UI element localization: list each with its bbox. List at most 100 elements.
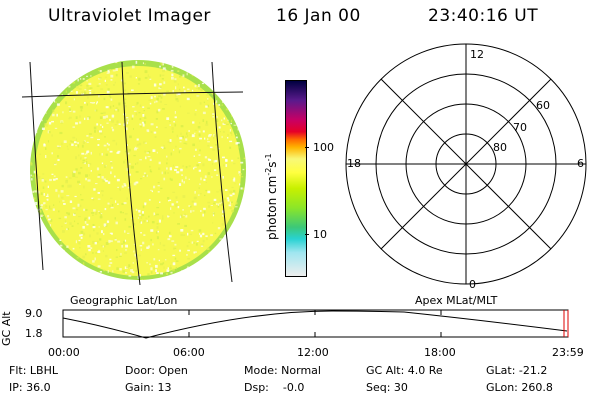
speckle-dot [207, 138, 209, 141]
speckle-dot [112, 105, 115, 107]
speckle-dot [72, 207, 76, 210]
speckle-dot [212, 116, 214, 118]
speckle-dot [84, 153, 86, 155]
speckle-dot [124, 98, 127, 100]
speckle-dot [154, 101, 156, 104]
speckle-dot [40, 119, 43, 122]
speckle-dot [177, 223, 180, 225]
speckle-dot [86, 80, 88, 82]
speckle-dot [218, 104, 221, 106]
speckle-dot [175, 203, 178, 207]
speckle-dot [135, 208, 138, 211]
speckle-dot [149, 158, 152, 161]
speckle-dot [181, 135, 184, 139]
speckle-dot [173, 212, 175, 214]
speckle-dot [73, 213, 76, 216]
speckle-dot [177, 83, 179, 86]
speckle-dot [173, 149, 175, 151]
speckle-dot [108, 143, 110, 146]
speckle-dot [45, 155, 47, 158]
speckle-dot [79, 106, 83, 109]
speckle-dot [155, 264, 158, 268]
speckle-dot [124, 89, 126, 92]
speckle-dot [100, 124, 102, 126]
speckle-dot [227, 134, 229, 137]
speckle-dot [167, 215, 169, 218]
speckle-dot [48, 218, 51, 221]
speckle-dot [193, 251, 196, 254]
speckle-dot [212, 163, 214, 165]
speckle-dot [172, 164, 175, 167]
speckle-dot [183, 142, 187, 144]
speckle-dot [107, 181, 111, 184]
speckle-dot [96, 167, 100, 171]
speckle-dot [124, 266, 127, 269]
speckle-dot [84, 221, 87, 224]
speckle-dot [182, 195, 186, 198]
speckle-dot [98, 210, 100, 212]
speckle-dot [147, 156, 151, 158]
speckle-dot [229, 140, 233, 143]
speckle-dot [162, 70, 165, 73]
speckle-dot [159, 242, 161, 245]
speckle-dot [103, 233, 105, 236]
speckle-dot [115, 107, 118, 110]
speckle-dot [45, 205, 48, 208]
speckle-dot [105, 254, 108, 258]
speckle-dot [165, 69, 167, 71]
speckle-dot [125, 249, 128, 251]
speckle-dot [97, 69, 100, 72]
speckle-dot [199, 137, 202, 140]
speckle-dot [125, 127, 128, 131]
speckle-dot [166, 162, 168, 165]
speckle-dot [116, 120, 119, 124]
speckle-dot [230, 119, 233, 123]
speckle-dot [235, 142, 238, 145]
speckle-dot [72, 126, 75, 128]
speckle-dot [236, 142, 240, 144]
speckle-dot [153, 83, 157, 87]
speckle-dot [208, 251, 210, 254]
speckle-dot [68, 118, 71, 120]
speckle-dot [206, 104, 209, 108]
speckle-dot [30, 174, 32, 177]
speckle-dot [66, 228, 68, 231]
speckle-dot [170, 271, 173, 274]
speckle-dot [156, 126, 158, 128]
speckle-dot [78, 87, 82, 90]
speckle-dot [170, 264, 172, 268]
speckle-dot [37, 202, 41, 206]
speckle-dot [123, 160, 125, 164]
speckle-dot [228, 204, 232, 207]
speckle-dot [89, 133, 92, 135]
speckle-dot [94, 257, 96, 261]
speckle-dot [237, 157, 240, 159]
speckle-dot [138, 209, 141, 213]
speckle-dot [49, 224, 51, 227]
speckle-dot [145, 156, 147, 160]
speckle-dot [85, 174, 88, 177]
speckle-dot [42, 214, 44, 216]
speckle-dot [142, 113, 145, 117]
speckle-dot [110, 105, 112, 109]
speckle-dot [180, 132, 182, 136]
speckle-dot [101, 230, 103, 234]
speckle-dot [148, 215, 150, 218]
speckle-dot [82, 78, 85, 80]
speckle-dot [55, 178, 58, 180]
speckle-dot [103, 224, 106, 227]
speckle-dot [47, 193, 49, 197]
speckle-dot [202, 111, 206, 115]
speckle-dot [101, 162, 104, 165]
speckle-dot [77, 78, 79, 82]
speckle-dot [33, 170, 36, 174]
speckle-dot [96, 102, 98, 105]
speckle-dot [60, 190, 64, 193]
speckle-dot [105, 106, 109, 109]
speckle-dot [141, 214, 145, 217]
lat-label-60: 60 [536, 99, 550, 112]
speckle-dot [194, 113, 197, 116]
speckle-dot [153, 267, 155, 270]
speckle-dot [223, 122, 227, 125]
